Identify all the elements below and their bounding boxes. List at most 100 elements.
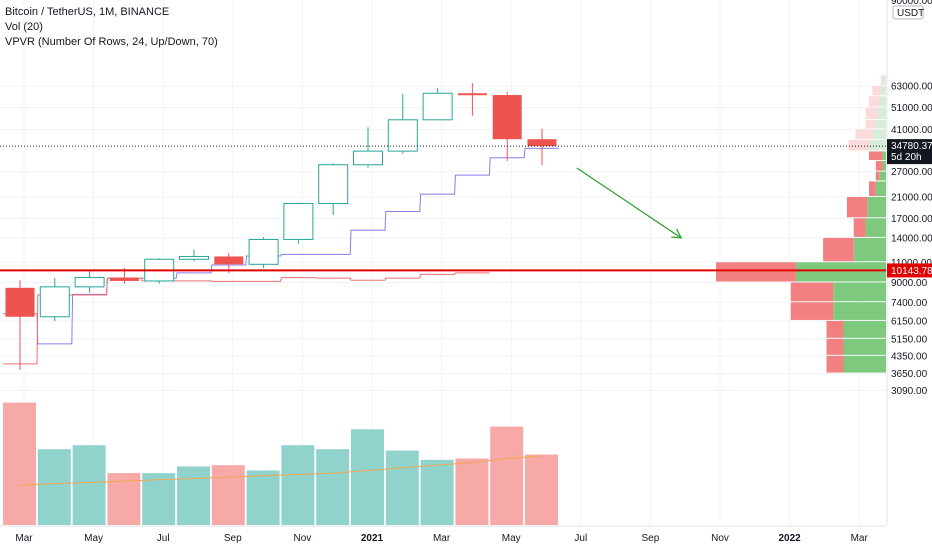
time-tick-label: Mar: [15, 533, 33, 544]
candle-body: [283, 202, 314, 240]
price-tick-label: 3090.00: [891, 386, 928, 397]
level-price-value: 10143.78: [891, 266, 932, 277]
volume-profile-down-bar: [880, 75, 885, 86]
price-tick-label: 41000.00: [891, 125, 932, 136]
candle-body: [492, 95, 522, 140]
price-tick-label: 51000.00: [891, 103, 932, 114]
candle-body: [74, 277, 105, 288]
volume-bar: [177, 466, 210, 525]
volume-profile-up-bar: [882, 161, 886, 171]
time-tick-label: Sep: [224, 533, 242, 544]
price-tick-label: 9000.00: [891, 278, 928, 289]
volume-profile-up-bar: [795, 262, 886, 282]
volume-profile-down-bar: [875, 161, 883, 171]
candle-body: [39, 286, 70, 318]
volume-bar: [246, 470, 280, 525]
volume-bar: [281, 445, 315, 525]
time-tick-label: 2021: [361, 533, 384, 544]
volume-bar: [72, 445, 106, 525]
price-tick-label: 14000.00: [891, 233, 932, 244]
time-tick-label: May: [84, 533, 103, 544]
volume-profile-up-bar: [882, 151, 886, 161]
trend-arrow-line: [576, 167, 682, 239]
volume-profile-down-bar: [826, 338, 844, 355]
candle-body: [179, 255, 209, 260]
time-tick-label: Mar: [851, 533, 869, 544]
volume-profile-up-bar: [833, 302, 886, 320]
volume-profile-down-bar: [790, 282, 834, 302]
volume-bar: [420, 459, 454, 525]
volume-profile-up-bar: [869, 139, 886, 151]
volume-profile-up-bar: [865, 218, 886, 237]
volume-bar: [490, 426, 524, 525]
price-axis-top-label: 90000.00: [891, 0, 932, 7]
price-tick-label: 21000.00: [891, 193, 932, 204]
candle-body: [422, 92, 453, 121]
volume-profile-up-bar: [875, 120, 886, 129]
currency-label: USDT: [897, 8, 924, 19]
time-tick-label: Mar: [433, 533, 451, 544]
vpvr-indicator-label[interactable]: VPVR (Number Of Rows, 24, Up/Down, 70): [5, 36, 218, 48]
volume-profile-down-bar: [826, 320, 844, 338]
volume-profile-down-bar: [865, 107, 878, 120]
current-price-badge: [887, 139, 932, 165]
candle-body: [248, 238, 279, 265]
volume-profile-up-bar: [843, 338, 886, 355]
volume-bar: [455, 458, 489, 525]
upper-band-line: [3, 147, 559, 345]
volume-profile-down-bar: [869, 96, 880, 107]
volume-profile-up-bar: [853, 237, 886, 262]
volume-bar: [3, 402, 36, 525]
symbol-title[interactable]: Bitcoin / TetherUS, 1M, BINANCE: [5, 6, 170, 18]
price-tick-label: 7400.00: [891, 298, 928, 309]
candle-body: [318, 164, 349, 204]
volume-profile-up-bar: [879, 96, 886, 107]
volume-profile-up-bar: [884, 75, 886, 86]
candle-body: [109, 277, 139, 281]
time-tick-label: Jul: [157, 533, 170, 544]
volume-profile-down-bar: [869, 151, 883, 161]
current-price-value: 34780.37: [891, 141, 932, 152]
candle-body: [527, 139, 557, 147]
volume-profile-down-bar: [869, 181, 876, 197]
currency-badge: USDT: [892, 5, 924, 20]
volume-profile-down-bar: [826, 355, 844, 373]
price-tick-label: 17000.00: [891, 214, 932, 225]
lower-band-line: [3, 272, 490, 365]
volume-bar: [37, 449, 71, 525]
volume-profile-down-bar: [790, 302, 834, 320]
price-tick-label: 5150.00: [891, 334, 928, 345]
volume-profile-up-bar: [843, 320, 886, 338]
volume-profile-up-bar: [867, 197, 886, 218]
price-tick-label: 4350.00: [891, 351, 928, 362]
volume-profile-down-bar: [848, 139, 869, 151]
candle-body: [5, 287, 35, 317]
level-price-badge: [887, 263, 932, 278]
volume-profile-down-bar: [716, 262, 796, 282]
volume-profile-down-bar: [853, 218, 866, 237]
volume-profile-up-bar: [833, 282, 886, 302]
candle-body: [214, 256, 244, 265]
time-tick-label: Nov: [294, 533, 312, 544]
chart-legend: Bitcoin / TetherUS, 1M, BINANCE Vol (20)…: [5, 5, 218, 50]
volume-bar: [351, 429, 384, 525]
volume-profile-up-bar: [875, 181, 886, 197]
volume-profile-up-bar: [879, 171, 886, 181]
volume-profile-up-bar: [843, 355, 886, 373]
volume-indicator-label[interactable]: Vol (20): [5, 21, 43, 33]
volume-bar: [385, 450, 419, 525]
price-tick-label: 3650.00: [891, 369, 928, 380]
volume-profile-down-bar: [875, 171, 880, 181]
price-tick-label: 63000.00: [891, 82, 932, 93]
volume-profile-up-bar: [880, 86, 886, 96]
time-tick-label: Jul: [574, 533, 587, 544]
volume-bar: [525, 454, 558, 525]
time-tick-label: Nov: [711, 533, 729, 544]
price-tick-label: 11000.00: [891, 258, 932, 269]
currency-badge-box: [892, 5, 924, 20]
candle-body: [457, 93, 487, 96]
time-tick-label: 2022: [778, 533, 801, 544]
bar-countdown: 5d 20h: [891, 152, 922, 163]
volume-bar: [211, 465, 245, 525]
